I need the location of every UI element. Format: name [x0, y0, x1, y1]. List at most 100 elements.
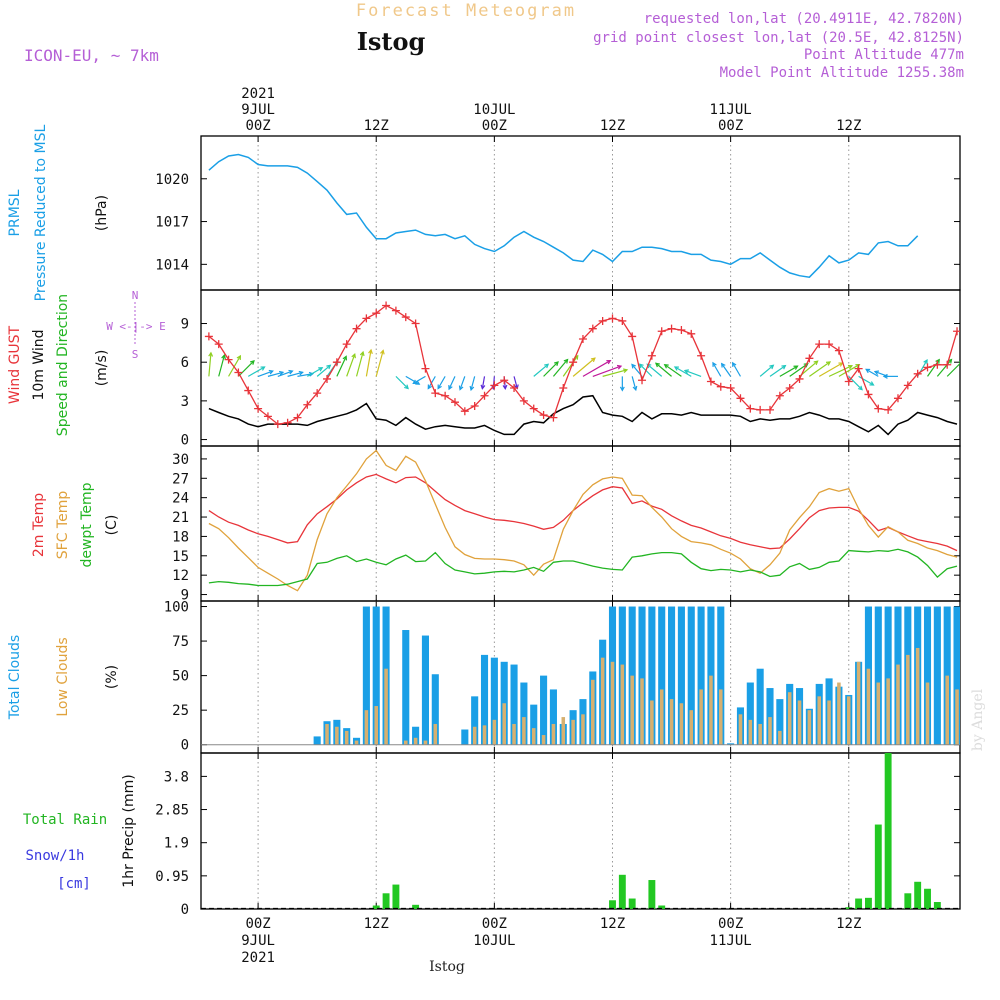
panel-clouds: 0 25 50 75 100 Total Clouds Low Clouds (%): [7, 600, 961, 754]
gust-marker: [598, 316, 607, 325]
y-tick-label: 9: [181, 317, 189, 333]
gust-marker: [529, 404, 538, 413]
total-cloud-bar: [717, 606, 725, 745]
low-cloud-bar: [709, 675, 713, 745]
low-cloud-bar: [364, 710, 369, 745]
low-cloud-bar: [433, 723, 438, 745]
y-tick-label: 3: [181, 394, 189, 410]
rain-bar: [924, 888, 931, 909]
rain-bar: [914, 881, 922, 909]
total-cloud-bar: [530, 704, 538, 745]
gust-marker: [884, 405, 893, 414]
bottom-time-label: 12Z: [364, 916, 389, 932]
gust-marker: [273, 420, 282, 429]
rain-bar: [865, 897, 872, 909]
gust-marker: [805, 354, 814, 363]
model-altitude: Model Point Altitude 1255.38m: [720, 65, 964, 81]
rain-bar: [618, 874, 626, 909]
panel-temperature: 9 12 15 18 21 24 27 30 2m Temp SFC Temp dewpt Temp…: [31, 445, 961, 604]
gust-marker: [332, 358, 341, 367]
temp-axis-label: dewpt Temp: [79, 482, 95, 567]
y-tick-label: 12: [172, 568, 189, 584]
top-time-label: 00Z: [245, 118, 270, 134]
low-cloud-bar: [906, 654, 910, 745]
rain-bar: [855, 898, 863, 909]
total-cloud-bar: [549, 689, 557, 745]
panel-data: [208, 449, 958, 592]
gust-marker: [736, 394, 745, 403]
rain-bar: [845, 907, 853, 909]
wind-arrow: [543, 361, 559, 377]
gust-marker: [559, 383, 568, 392]
total-cloud-bar: [874, 606, 882, 745]
wind-arrow: [865, 368, 879, 377]
wind-arrow: [809, 361, 832, 377]
rain-bar: [874, 824, 882, 909]
low-cloud-bar: [561, 717, 566, 745]
gust-marker: [352, 324, 361, 333]
low-cloud-bar: [886, 678, 890, 745]
gust-marker: [638, 376, 647, 385]
pressure-axis-label: PRMSL: [7, 189, 23, 236]
low-cloud-bar: [679, 703, 684, 745]
gust-marker: [785, 383, 794, 392]
wind-arrow: [683, 369, 702, 377]
wind-arrow: [287, 370, 304, 377]
low-cloud-bar: [945, 675, 949, 745]
low-cloud-bar: [719, 689, 723, 745]
total-cloud-bar: [520, 682, 528, 745]
total-cloud-bar: [658, 606, 666, 745]
y-tick-label: 6: [181, 355, 189, 371]
wind-arrow: [448, 376, 456, 391]
gust-marker: [342, 340, 351, 349]
wind-unit: (m/s): [94, 350, 110, 387]
gust-marker: [923, 363, 932, 372]
wind-arrow: [427, 376, 436, 390]
gust-marker: [372, 309, 381, 318]
wind-arrow: [346, 353, 356, 377]
gust-line: [208, 304, 958, 425]
rain-bar: [412, 904, 420, 909]
gust-marker: [608, 314, 617, 323]
gust-marker: [510, 383, 519, 392]
gust-marker: [903, 381, 912, 390]
temp-unit: (C): [104, 515, 120, 536]
low-cloud-bar: [630, 675, 634, 745]
low-cloud-bar: [522, 717, 526, 745]
gust-marker: [450, 398, 459, 407]
pressure-unit: (hPa): [94, 195, 110, 231]
cloud-axis-label: Total Clouds: [7, 635, 23, 720]
gust-marker: [519, 396, 528, 405]
gust-marker: [382, 301, 391, 310]
wind-arrow: [592, 364, 623, 377]
wind-arrow: [247, 366, 266, 377]
wind-arrow: [818, 362, 844, 377]
gust-marker: [825, 340, 834, 349]
gust-marker: [293, 413, 302, 422]
gust-marker: [716, 382, 725, 391]
wind-arrow: [631, 376, 638, 392]
footer-location: Istog: [429, 959, 465, 975]
rain-bar: [628, 898, 636, 909]
wind-arrow: [437, 376, 446, 390]
low-cloud-bar: [512, 723, 516, 745]
total-cloud-bar: [727, 743, 735, 745]
wind-arrow: [602, 368, 629, 377]
wind-arrow: [277, 369, 294, 377]
gust-marker: [254, 404, 263, 413]
total-cloud-bar: [677, 606, 685, 745]
top-time-label: 12Z: [364, 118, 389, 134]
y-tick-label: 100: [164, 600, 189, 616]
panel-frame: [200, 752, 961, 910]
total-cloud-bar: [431, 674, 439, 745]
low-cloud-bar: [581, 714, 585, 745]
y-tick-label: 50: [172, 669, 189, 685]
y-tick-label: 30: [172, 452, 189, 468]
gust-marker: [588, 324, 597, 333]
low-cloud-bar: [689, 710, 694, 745]
gust-marker: [667, 324, 676, 333]
watermark: by Angel: [970, 688, 986, 751]
low-cloud-bar: [492, 719, 497, 745]
wind-arrow: [336, 355, 348, 377]
panel-data: [208, 153, 919, 278]
